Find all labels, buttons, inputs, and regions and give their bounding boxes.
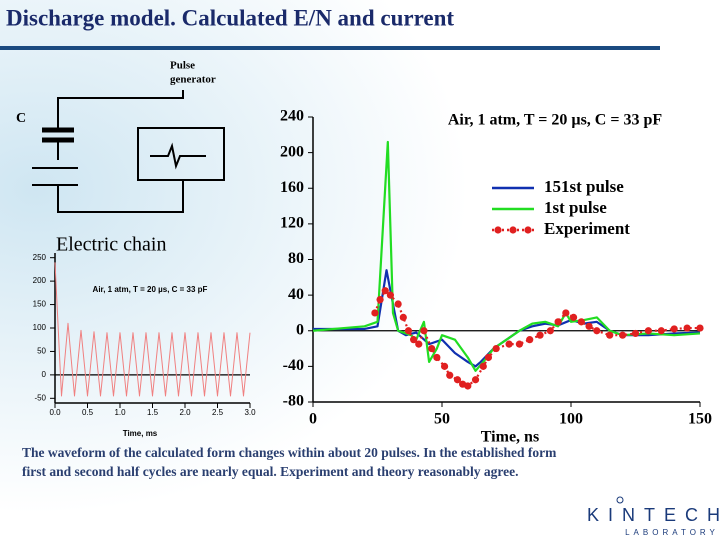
- series-line: [54, 262, 251, 397]
- y-tick-label: 200: [33, 276, 47, 285]
- footer-text: first and second half cycles are nearly …: [22, 464, 518, 479]
- data-point: [410, 336, 418, 344]
- legend-marker: [509, 226, 517, 234]
- x-axis-label: Time, ns: [481, 429, 539, 446]
- x-tick-label: 0.5: [82, 408, 94, 417]
- x-tick-label: 2.0: [179, 408, 191, 417]
- data-point: [404, 327, 413, 335]
- x-tick-label: 1.0: [114, 408, 126, 417]
- data-point: [606, 331, 614, 339]
- wire: [57, 90, 184, 128]
- x-tick-label: 0.0: [49, 408, 61, 417]
- data-point: [484, 353, 493, 362]
- capacitor-label: C: [16, 111, 26, 126]
- data-point: [464, 382, 472, 390]
- y-tick-label: 80: [288, 250, 304, 267]
- data-point: [440, 362, 449, 370]
- data-point: [683, 324, 691, 332]
- data-point: [619, 331, 627, 339]
- x-tick-label: 150: [688, 411, 712, 428]
- data-point: [593, 327, 601, 335]
- data-point: [371, 309, 379, 317]
- y-tick-label: 0: [296, 321, 304, 338]
- y-tick-label: -80: [283, 393, 304, 410]
- legend-label: Experiment: [544, 219, 630, 238]
- circuit: [32, 90, 225, 213]
- data-point: [546, 327, 554, 335]
- generator-label: Pulse: [170, 60, 195, 72]
- y-tick-label: 250: [33, 253, 47, 262]
- x-tick-label: 3.0: [244, 408, 256, 417]
- y-tick-label: 50: [37, 347, 46, 356]
- pulse-symbol: [150, 142, 206, 170]
- x-tick-label: 2.5: [212, 408, 224, 417]
- series-line: [312, 140, 701, 372]
- data-point: [585, 322, 593, 330]
- data-point: [492, 344, 500, 353]
- x-tick-label: 100: [559, 411, 583, 428]
- data-point: [453, 376, 462, 384]
- y-tick-label: 100: [33, 323, 47, 332]
- legend-marker: [494, 226, 502, 234]
- data-point: [631, 329, 640, 338]
- annotation: Air, 1 atm, T = 20 µs, C = 33 pF: [448, 112, 663, 129]
- data-point: [554, 318, 562, 326]
- slide-title: Discharge model. Calculated E/N and curr…: [6, 5, 454, 30]
- y-tick-label: 40: [288, 286, 304, 303]
- x-tick-label: 1.5: [147, 408, 159, 417]
- data-point: [381, 287, 389, 295]
- series-line: [373, 289, 700, 388]
- data-point: [446, 371, 454, 379]
- data-point: [696, 324, 704, 332]
- wire: [57, 180, 184, 213]
- generator-box: [137, 127, 225, 181]
- y-tick-label: 160: [280, 179, 304, 196]
- data-point: [536, 331, 544, 339]
- legend-label: 1st pulse: [544, 198, 607, 217]
- data-point: [471, 376, 480, 384]
- data-point: [399, 313, 407, 321]
- y-tick-label: 240: [280, 108, 304, 125]
- legend-label: 151st pulse: [544, 177, 624, 196]
- footer-text: The waveform of the calculated form chan…: [22, 445, 557, 460]
- data-point: [562, 309, 570, 317]
- data-point: [515, 340, 524, 348]
- y-tick-label: -50: [34, 393, 46, 402]
- y-tick-label: -40: [283, 357, 304, 374]
- data-point: [670, 325, 678, 333]
- logo-name: KINTECH: [587, 505, 720, 525]
- y-tick-label: 150: [33, 300, 47, 309]
- x-tick-label: 0: [309, 411, 317, 428]
- data-point: [433, 353, 441, 362]
- data-point: [526, 336, 534, 344]
- x-tick-label: 50: [434, 411, 450, 428]
- logo-subtitle: LABORATORY: [625, 528, 719, 537]
- y-tick-label: 200: [280, 143, 304, 160]
- title-rule: [0, 46, 660, 50]
- y-tick-label: 0: [42, 370, 47, 379]
- data-point: [505, 340, 513, 348]
- annotation: Air, 1 atm, T = 20 µs, C = 33 pF: [93, 285, 208, 294]
- data-point: [394, 300, 402, 308]
- data-point: [376, 295, 384, 304]
- legend-marker: [524, 226, 532, 234]
- data-point: [415, 340, 423, 348]
- data-point: [479, 362, 487, 370]
- y-tick-label: 120: [280, 215, 304, 232]
- circuit-caption: Electric chain: [56, 234, 167, 256]
- data-point: [420, 327, 428, 335]
- data-point: [644, 327, 653, 335]
- generator-label: generator: [170, 74, 216, 86]
- data-point: [577, 318, 585, 326]
- data-point: [428, 344, 436, 353]
- data-point: [386, 291, 394, 299]
- logo-dot: [616, 496, 624, 504]
- data-point: [657, 327, 665, 335]
- charts: 240 200 160 120 80 40 0 -40 -80 0 50 100 150 Time, ns…: [33, 108, 712, 446]
- x-axis-label: Time, ms: [123, 429, 158, 438]
- data-point: [569, 313, 578, 321]
